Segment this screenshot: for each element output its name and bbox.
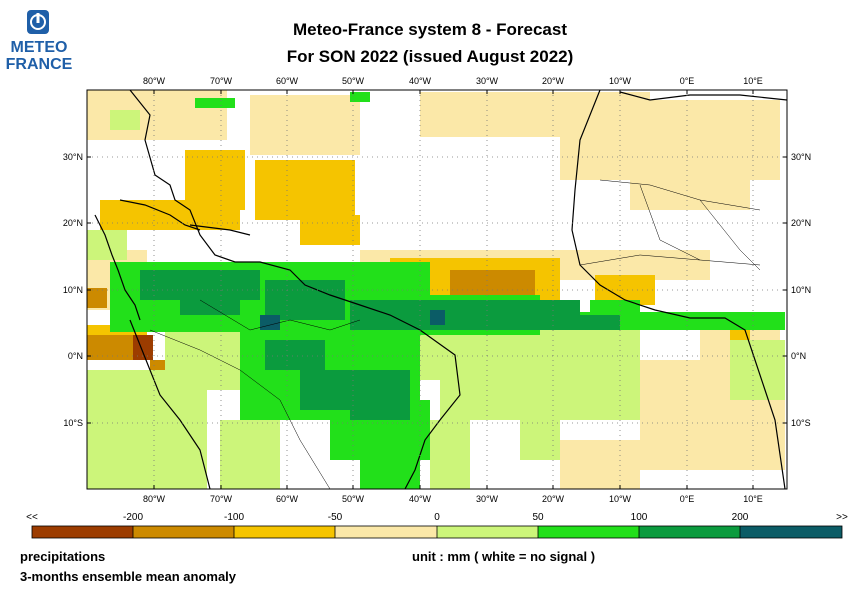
lat-label: 10°S [791,418,811,428]
colorbar-boxes [32,526,842,538]
lon-label: 70°W [210,494,233,504]
colorbar-box [538,526,639,538]
lon-label: 60°W [276,494,299,504]
lon-label: 40°W [409,76,432,86]
colorbar-box [740,526,842,538]
lon-label: 30°W [476,76,499,86]
unit-label: unit : mm ( white = no signal ) [412,549,596,564]
chart-subtitle: For SON 2022 (issued August 2022) [286,47,574,66]
colorbar-tick: -100 [224,512,244,523]
lon-label: 70°W [210,76,233,86]
colorbar-tick: 0 [434,512,440,523]
colorbar-tick: -50 [328,512,343,523]
description-label: 3-months ensemble mean anomaly [20,569,237,584]
lon-label: 30°W [476,494,499,504]
lon-label: 10°E [743,76,763,86]
lon-label: 0°E [680,494,695,504]
colorbar-tick: >> [836,512,848,523]
colorbar-box [639,526,740,538]
lon-label: 80°W [143,76,166,86]
logo-text-line1: METEO [10,39,68,56]
colorbar-tick: -200 [123,512,143,523]
lat-label: 0°N [791,351,806,361]
lon-label: 50°W [342,76,365,86]
anomaly-patches-strong-wet [140,270,620,420]
lon-label: 0°E [680,76,695,86]
lon-label: 40°W [409,494,432,504]
meteo-france-logo: METEO FRANCE [4,6,74,76]
colorbar-tick: 200 [732,512,749,523]
lat-label: 10°N [791,285,811,295]
lon-label: 60°W [276,76,299,86]
colorbar-tick: 100 [631,512,648,523]
logo-emblem-icon [27,10,49,34]
colorbar-box [133,526,234,538]
lat-labels-right: 30°N 20°N 10°N 0°N 10°S [791,152,811,428]
logo-text-line2: FRANCE [5,56,73,73]
lat-label: 30°N [63,152,83,162]
colorbar-tick-labels: << -200 -100 -50 0 50 100 200 >> [26,512,848,523]
tick-marks [87,90,787,489]
lon-label: 80°W [143,494,166,504]
colorbar-box [234,526,335,538]
lon-label: 10°W [609,76,632,86]
graticule [87,90,787,489]
lat-label: 0°N [68,351,83,361]
lon-labels-bottom: 80°W 70°W 60°W 50°W 40°W 30°W 20°W 10°W … [143,494,763,504]
colorbar-box [335,526,437,538]
coastlines [94,90,787,489]
variable-label: precipitations [20,549,106,564]
lon-label: 20°W [542,494,565,504]
lat-label: 30°N [791,152,811,162]
colorbar-box [32,526,133,538]
lat-labels-left: 30°N 20°N 10°N 0°N 10°S [63,152,83,428]
lon-label: 20°W [542,76,565,86]
colorbar-outlines [31,525,843,539]
lat-label: 10°S [63,418,83,428]
lat-label: 20°N [63,218,83,228]
colorbar-tick: 50 [532,512,544,523]
map-plot-area [87,90,787,489]
lon-label: 10°W [609,494,632,504]
lon-labels-top: 80°W 70°W 60°W 50°W 40°W 30°W 20°W 10°W … [143,76,763,86]
lat-label: 10°N [63,285,83,295]
chart-title: Meteo-France system 8 - Forecast [293,20,567,39]
colorbar-tick: << [26,512,38,523]
lon-label: 10°E [743,494,763,504]
country-borders [149,179,761,489]
lat-label: 20°N [791,218,811,228]
colorbar-box [437,526,538,538]
lon-label: 50°W [342,494,365,504]
